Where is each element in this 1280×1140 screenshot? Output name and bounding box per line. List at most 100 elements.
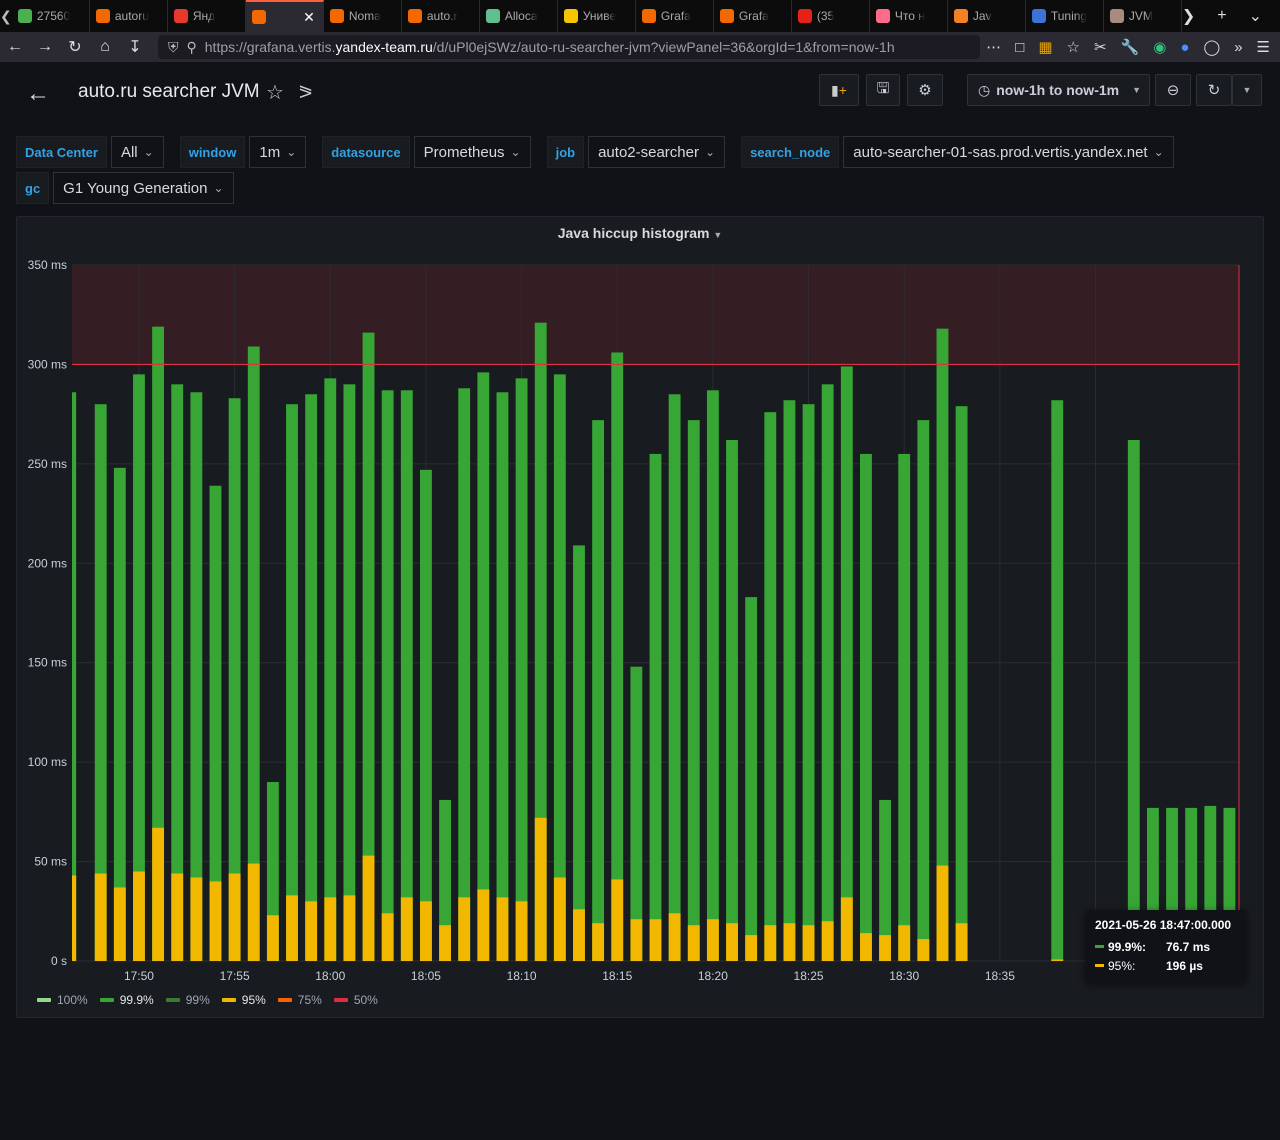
browser-tab[interactable]: Grafa xyxy=(636,0,714,32)
shield-icon[interactable]: ⛨ xyxy=(168,38,179,55)
browser-tab[interactable]: auto.r xyxy=(402,0,480,32)
browser-tab[interactable]: Униве xyxy=(558,0,636,32)
save-dashboard-button[interactable]: 🖫 xyxy=(866,74,900,106)
legend-item[interactable]: 50% xyxy=(333,993,378,1007)
browser-tab[interactable]: Янд xyxy=(168,0,246,32)
bar-95pct xyxy=(917,939,930,961)
home-icon[interactable]: ⌂ xyxy=(100,38,110,55)
dashboard-title: auto.ru searcher JVM xyxy=(78,81,260,102)
template-variables: Data Center All ⌄ window 1m ⌄ datasource Promet… xyxy=(16,136,1266,208)
legend-item[interactable]: 100% xyxy=(37,993,88,1007)
bar-99-9pct xyxy=(1127,439,1140,962)
tooltip-swatch xyxy=(1095,945,1104,948)
tab-label: 27560 xyxy=(36,9,71,23)
more-icon[interactable]: ⋯ xyxy=(986,39,1002,56)
tooltip-value: 196 µs xyxy=(1166,958,1203,973)
new-tab-icon[interactable]: + xyxy=(1217,7,1227,24)
variable-window: window 1m ⌄ xyxy=(179,136,307,168)
chart-tooltip: 2021-05-26 18:47:00.000 99.9%: 76.7 ms 9… xyxy=(1086,910,1246,982)
add-panel-button[interactable]: ▮+ xyxy=(819,74,859,106)
dashboard-settings-button[interactable]: ⚙ xyxy=(907,74,943,106)
bar-99-9pct xyxy=(802,404,815,961)
browser-tab[interactable]: Noma xyxy=(324,0,402,32)
tab-label: Tuning xyxy=(1050,9,1088,23)
legend-item[interactable]: 95% xyxy=(221,993,266,1007)
share-icon[interactable]: ⪖ xyxy=(298,81,314,101)
tools-icon[interactable]: 🔧 xyxy=(1120,39,1140,56)
chevron-down-icon: ⌄ xyxy=(705,145,716,159)
browser-tab[interactable]: ✕ xyxy=(245,0,324,32)
time-range-picker[interactable]: ◷ now-1h to now-1m ▼ xyxy=(967,74,1150,106)
bar-99-9pct xyxy=(630,666,643,961)
x-tick-label: 18:00 xyxy=(315,969,345,983)
overflow-menu-icon[interactable]: » xyxy=(1234,38,1243,56)
variable-dropdown[interactable]: Prometheus ⌄ xyxy=(413,136,531,168)
tab-label: Alloca xyxy=(504,9,538,23)
variable-dropdown[interactable]: 1m ⌄ xyxy=(249,136,307,168)
bar-99-9pct xyxy=(72,392,77,961)
bar-99-9pct xyxy=(1204,805,1217,961)
back-icon[interactable]: ← xyxy=(7,38,23,55)
variables-row: Data Center All ⌄ window 1m ⌄ datasource Promet… xyxy=(16,136,1266,168)
bar-99-9pct xyxy=(745,597,758,961)
browser-tab[interactable]: Что н xyxy=(870,0,948,32)
url-bar[interactable]: ⛨ ⚲ https://grafana.vertis. yandex-team.r… xyxy=(158,35,980,59)
browser-tab[interactable]: Tuning xyxy=(1026,0,1104,32)
chevron-down-icon: ⌄ xyxy=(510,145,521,159)
bar-99-9pct xyxy=(955,406,968,961)
bar-99-9pct xyxy=(113,467,126,961)
variable-label: job xyxy=(546,136,585,168)
star-icon[interactable]: ☆ xyxy=(266,82,284,104)
extension-icon[interactable]: ▦ xyxy=(1038,39,1053,56)
hamburger-menu-icon[interactable]: ☰ xyxy=(1256,39,1270,56)
back-arrow-icon[interactable]: ← xyxy=(26,80,50,107)
legend-item[interactable]: 75% xyxy=(277,993,322,1007)
privacy-badger-icon[interactable]: ◉ xyxy=(1153,39,1167,56)
legend-label: 100% xyxy=(57,993,88,1007)
zoom-out-button[interactable]: ⊖ xyxy=(1155,74,1191,106)
variable-value: All xyxy=(120,143,138,161)
legend-swatch xyxy=(165,998,180,1002)
forward-icon[interactable]: → xyxy=(37,38,53,55)
tabs-scroll-left-icon[interactable]: ❮ xyxy=(0,7,12,24)
close-tab-icon[interactable]: ✕ xyxy=(303,8,315,25)
bar-99-9pct xyxy=(534,322,547,961)
tooltip-label: 95%: xyxy=(1108,958,1136,973)
legend-item[interactable]: 99.9% xyxy=(99,993,154,1007)
bar-99-9pct xyxy=(879,799,892,961)
bar-99-9pct xyxy=(362,332,375,961)
tabs-scroll-right-icon[interactable]: ❯ xyxy=(1181,8,1196,25)
tab-label: Grafa xyxy=(660,9,691,23)
legend-item[interactable]: 99% xyxy=(165,993,210,1007)
browser-tab[interactable]: autoru xyxy=(90,0,168,32)
browser-tab[interactable]: Jav xyxy=(948,0,1026,32)
variable-value: G1 Young Generation xyxy=(63,179,208,197)
bookmark-star-icon[interactable]: ☆ xyxy=(1066,39,1080,56)
variable-dropdown[interactable]: auto2-searcher ⌄ xyxy=(588,136,726,168)
bar-95pct xyxy=(171,873,184,961)
legend-label: 99.9% xyxy=(119,993,154,1007)
tab-label: autoru xyxy=(114,9,149,23)
browser-tab[interactable]: Grafa xyxy=(714,0,792,32)
browser-tab[interactable]: (35 xyxy=(792,0,870,32)
bar-99-9pct xyxy=(1146,807,1159,961)
vpn-icon[interactable]: ◯ xyxy=(1203,39,1221,56)
downloads-icon[interactable]: ↧ xyxy=(128,39,142,56)
refresh-interval-dropdown[interactable]: ▼ xyxy=(1232,74,1262,106)
variable-dropdown[interactable]: G1 Young Generation ⌄ xyxy=(53,172,234,204)
panel-title-menu[interactable]: Java hiccup histogram ▼ xyxy=(17,225,1263,241)
browser-tab[interactable]: 27560 xyxy=(12,0,90,32)
bar-95pct xyxy=(860,933,872,961)
pocket-icon[interactable]: □ xyxy=(1015,38,1025,56)
variable-dropdown[interactable]: All ⌄ xyxy=(110,136,164,168)
bar-chart[interactable]: 0 s 50 ms 100 ms 150 ms 200 ms 250 ms 300 ms 35… xyxy=(17,217,1265,1019)
bar-95pct xyxy=(324,897,337,961)
browser-tab[interactable]: Alloca xyxy=(480,0,558,32)
reload-icon[interactable]: ↻ xyxy=(68,39,82,56)
drop-icon[interactable]: ● xyxy=(1180,38,1190,56)
variable-dropdown[interactable]: auto-searcher-01-sas.prod.vertis.yandex.… xyxy=(843,136,1174,168)
tab-list-icon[interactable]: ⌄ xyxy=(1248,8,1262,25)
browser-tab[interactable]: JVM xyxy=(1104,0,1182,32)
refresh-button[interactable]: ↻ xyxy=(1196,74,1232,106)
screenshot-icon[interactable]: ✂ xyxy=(1093,39,1107,56)
